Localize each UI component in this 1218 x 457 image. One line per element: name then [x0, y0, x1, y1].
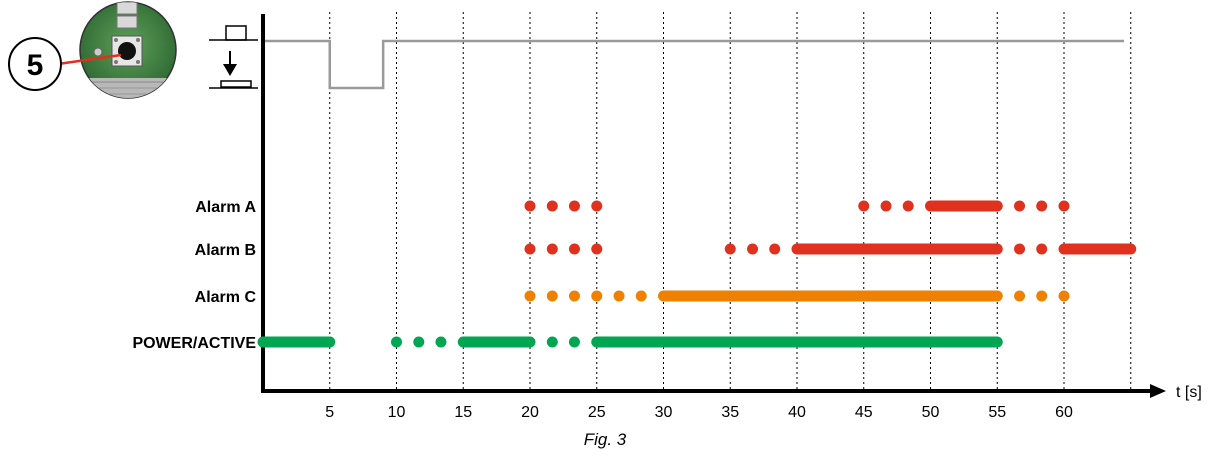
- x-axis-arrow-icon: [1150, 384, 1166, 398]
- blink-dot: [1036, 243, 1048, 255]
- grid-lines: [329, 12, 1132, 390]
- button-pressed-icon: [209, 80, 258, 89]
- arrow-down-icon: [223, 51, 237, 76]
- x-tick-label: 55: [988, 404, 1006, 421]
- row-power-active: POWER/ACTIVE: [132, 335, 1003, 352]
- blink-dot: [391, 336, 402, 348]
- row-alarm-b: Alarm B: [195, 242, 1137, 259]
- blink-dot: [747, 243, 759, 255]
- row-label: Alarm A: [195, 199, 256, 216]
- pcb-button-icon: [79, 1, 177, 99]
- x-tick-labels: 5 10 15 20 25 30 35 40 45 50 55 60: [325, 404, 1073, 421]
- blink-dot: [613, 290, 625, 302]
- blink-dot: [635, 290, 647, 302]
- blink-dot: [435, 336, 447, 348]
- blink-dot: [1014, 200, 1026, 212]
- blink-dot: [546, 200, 558, 212]
- x-tick-label: 20: [521, 404, 539, 421]
- blink-dot: [568, 243, 580, 255]
- row-alarm-c: Alarm C: [195, 289, 1070, 306]
- row-label: Alarm C: [195, 289, 257, 306]
- x-tick-label: 45: [855, 404, 873, 421]
- blink-dot: [413, 336, 425, 348]
- blink-dot: [524, 200, 536, 212]
- signal-rows: Alarm A Alarm B Alarm C POWER/ACTIVE: [132, 199, 1137, 352]
- step-badge: 5: [8, 37, 122, 91]
- x-tick-label: 30: [655, 404, 673, 421]
- x-tick-label: 5: [325, 404, 334, 421]
- button-signal-trace: [263, 39, 1125, 90]
- blink-dot: [568, 336, 580, 348]
- x-tick-label: 40: [788, 404, 806, 421]
- x-axis-label: t [s]: [1176, 384, 1202, 401]
- blink-dot: [591, 243, 603, 255]
- row-label: Alarm B: [195, 242, 256, 259]
- blink-dot: [568, 290, 580, 302]
- blink-dot: [769, 243, 781, 255]
- button-released-icon: [209, 25, 258, 41]
- blink-dot: [724, 243, 736, 255]
- blink-dot: [1058, 200, 1070, 212]
- x-tick-label: 60: [1055, 404, 1073, 421]
- blink-dot: [858, 200, 870, 212]
- blink-dot: [1014, 243, 1026, 255]
- blink-dot: [1036, 290, 1048, 302]
- blink-dot: [1036, 200, 1048, 212]
- x-tick-label: 50: [922, 404, 940, 421]
- blink-dot: [546, 336, 558, 348]
- blink-dot: [1058, 290, 1070, 302]
- blink-dot: [524, 243, 536, 255]
- row-label: POWER/ACTIVE: [132, 335, 256, 352]
- x-tick-label: 35: [721, 404, 739, 421]
- blink-dot: [546, 290, 558, 302]
- blink-dot: [880, 200, 892, 212]
- figure-caption: Fig. 3: [584, 430, 627, 449]
- x-tick-label: 25: [588, 404, 606, 421]
- x-tick-label: 15: [454, 404, 472, 421]
- step-badge-number: 5: [27, 49, 44, 82]
- blink-dot: [902, 200, 914, 212]
- blink-dot: [1014, 290, 1026, 302]
- row-alarm-a: Alarm A: [195, 199, 1070, 216]
- blink-dot: [591, 200, 603, 212]
- x-tick-label: 10: [388, 404, 406, 421]
- blink-dot: [591, 290, 603, 302]
- blink-dot: [546, 243, 558, 255]
- blink-dot: [524, 290, 536, 302]
- blink-dot: [568, 200, 580, 212]
